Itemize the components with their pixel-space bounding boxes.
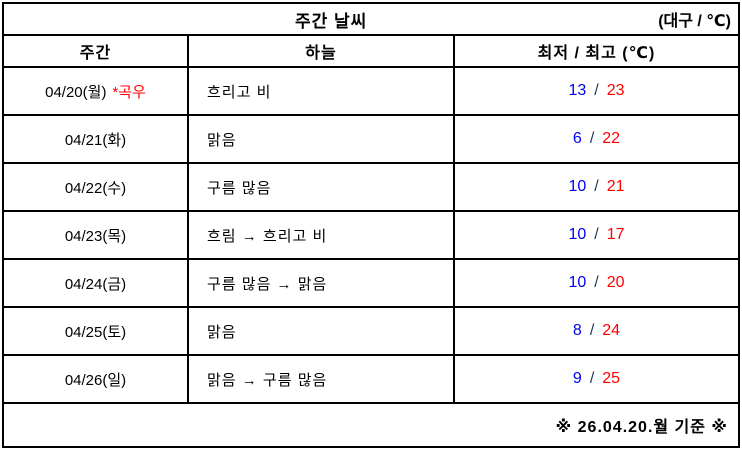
min-temp: 10 [568,226,587,243]
temp-cell: 10 / 21 [455,164,738,210]
min-temp: 6 [572,130,582,147]
temp-group: 10 / 17 [568,226,624,244]
temp-group: 13 / 23 [568,82,624,100]
column-header-temps: 최저 / 최고 (℃) [537,45,656,62]
table-row: 04/26(일) 맑음 → 구름 많음 9 / 25 [4,356,738,404]
date-cell: 04/21(화) [4,116,189,162]
max-temp: 22 [602,130,621,147]
temp-group: 10 / 20 [568,274,624,292]
temp-separator: / [589,130,595,147]
date-cell: 04/26(일) [4,356,189,402]
table-row: 04/24(금) 구름 많음 → 맑음 10 / 20 [4,260,738,308]
date-text: 04/22(수) [64,179,127,197]
temp-group: 10 / 21 [568,178,624,196]
max-temp: 23 [606,82,625,99]
temp-separator: / [594,274,599,291]
column-header-row: 주간 하늘 최저 / 최고 (℃) [4,36,738,68]
table-title: 주간 날씨 [294,11,368,31]
temp-cell: 10 / 17 [455,212,738,258]
min-temp: 9 [572,370,582,387]
table-row: 04/21(화) 맑음 6 / 22 [4,116,738,164]
sky-cell: 맑음 [189,116,455,162]
max-temp: 17 [606,226,625,243]
sky-cell: 맑음 → 구름 많음 [189,356,455,402]
temp-group: 9 / 25 [573,370,620,388]
date-text: 04/20(월) [45,83,107,101]
date-cell: 04/22(수) [4,164,189,210]
table-row: 04/25(토) 맑음 8 / 24 [4,308,738,356]
max-temp: 24 [602,322,621,339]
min-temp: 10 [568,178,587,195]
reference-date-footer: ※ 26.04.20.월 기준 ※ [555,419,728,436]
table-row: 04/22(수) 구름 많음 10 / 21 [4,164,738,212]
table-row: 04/23(목) 흐림 → 흐리고 비 10 / 17 [4,212,738,260]
temp-separator: / [589,322,595,339]
max-temp: 21 [606,178,625,195]
sky-cell: 흐리고 비 [189,68,455,114]
date-text: 04/25(토) [64,323,127,341]
date-text: 04/26(일) [64,371,127,389]
temp-group: 6 / 22 [573,130,620,148]
table-title-row: 주간 날씨 (대구 / ℃) [4,4,738,36]
temp-cell: 8 / 24 [455,308,738,354]
date-text: 04/24(금) [64,275,127,293]
sky-cell: 맑음 [189,308,455,354]
date-text: 04/21(화) [64,131,127,149]
date-cell: 04/24(금) [4,260,189,306]
min-temp: 10 [568,274,587,291]
min-temp: 13 [568,82,587,99]
temp-cell: 13 / 23 [455,68,738,114]
temp-cell: 9 / 25 [455,356,738,402]
temp-group: 8 / 24 [573,322,620,340]
temp-cell: 6 / 22 [455,116,738,162]
date-text: 04/23(목) [64,227,127,245]
min-temp: 8 [572,322,582,339]
temp-separator: / [589,370,595,387]
temp-cell: 10 / 20 [455,260,738,306]
temp-separator: / [594,82,599,99]
column-header-period: 주간 [4,36,189,66]
max-temp: 20 [606,274,625,291]
column-header-sky: 하늘 [189,36,455,66]
date-cell: 04/25(토) [4,308,189,354]
temp-separator: / [594,226,599,243]
sky-cell: 구름 많음 → 맑음 [189,260,455,306]
table-row: 04/20(월) *곡우 흐리고 비 13 / 23 [4,68,738,116]
sky-cell: 흐림 → 흐리고 비 [189,212,455,258]
region-unit-label: (대구 / ℃) [658,13,731,30]
date-cell: 04/20(월) *곡우 [4,68,189,114]
date-cell: 04/23(목) [4,212,189,258]
solar-term-note: *곡우 [112,83,146,101]
sky-cell: 구름 많음 [189,164,455,210]
max-temp: 25 [602,370,621,387]
temp-separator: / [594,178,599,195]
